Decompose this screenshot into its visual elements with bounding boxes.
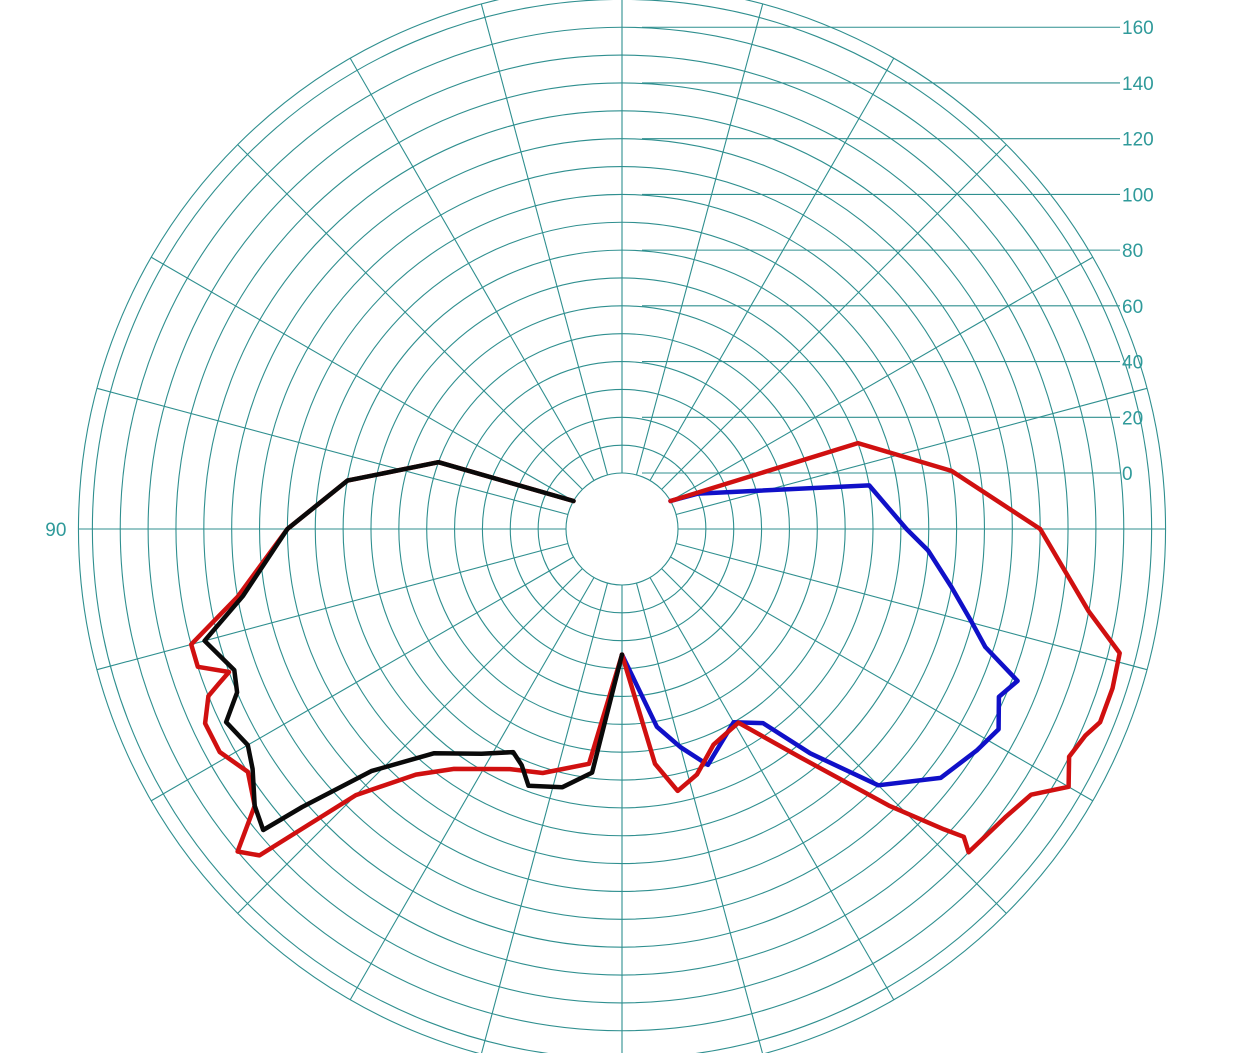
grid-spoke xyxy=(661,144,1007,490)
grid-spoke xyxy=(237,568,583,914)
series-2-line xyxy=(619,440,1122,855)
radial-tick-label: 160 xyxy=(1122,18,1154,39)
series-3-line xyxy=(188,459,625,858)
radial-tick-label: 60 xyxy=(1122,297,1143,318)
radial-tick-label: 100 xyxy=(1122,185,1154,206)
grid-spoke xyxy=(675,542,1148,671)
grid-spoke xyxy=(150,256,574,502)
grid-spoke xyxy=(635,582,763,1053)
radial-tick-label: 20 xyxy=(1122,408,1143,429)
radial-tick-label: 0 xyxy=(1122,464,1133,485)
grid-spoke xyxy=(349,577,595,1001)
grid-spoke xyxy=(661,568,1007,914)
angle-label: 90 xyxy=(45,520,66,541)
radial-tick-label: 80 xyxy=(1122,241,1143,262)
series-4-line xyxy=(202,459,625,833)
grid-spoke xyxy=(150,556,574,802)
grid-spoke xyxy=(349,57,595,481)
grid-spoke xyxy=(480,3,609,476)
axis-labels: 020406080100120140160175180900 xyxy=(45,18,1154,541)
radial-tick-label: 140 xyxy=(1122,74,1154,95)
polar-grid xyxy=(78,0,1166,1053)
radial-tick-label: 40 xyxy=(1122,353,1143,374)
series-1-line xyxy=(619,483,1020,788)
grid-spoke xyxy=(635,3,764,476)
grid-spoke xyxy=(96,542,569,671)
grid-spoke xyxy=(649,57,895,481)
data-series xyxy=(188,440,1122,858)
grid-spoke xyxy=(96,387,569,516)
radial-tick-label: 120 xyxy=(1122,130,1154,151)
grid-spoke xyxy=(675,387,1148,516)
grid-spoke xyxy=(649,577,895,1001)
grid-spoke xyxy=(670,556,1094,802)
grid-spoke xyxy=(237,144,583,490)
inner-ring xyxy=(565,472,679,586)
grid-spoke xyxy=(481,582,609,1053)
grid-spoke xyxy=(670,256,1094,502)
